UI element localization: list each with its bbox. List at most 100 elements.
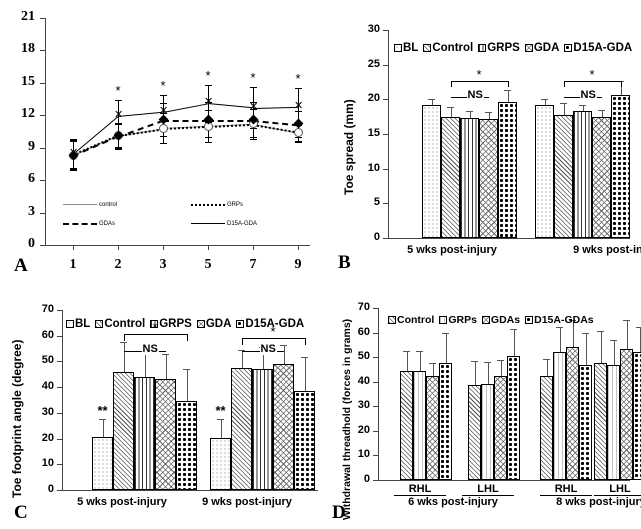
plotB-y-tick — [383, 238, 388, 239]
plotD-error-bar — [432, 362, 434, 377]
panel-a-error-bar-d15a-gda — [70, 169, 77, 171]
panel-a-marker-gdas — [293, 118, 303, 129]
plotD-error-bar — [474, 360, 476, 386]
panel-a-y-tick-label: 0 — [28, 236, 35, 251]
plotD-error-bar — [626, 320, 628, 349]
plotC-error-cap — [162, 354, 169, 356]
plotD-y-tick-label: 0 — [363, 473, 370, 485]
plotB-error-cap — [485, 111, 492, 113]
plotB-bar — [554, 114, 573, 238]
plotC-double-star: ** — [215, 403, 226, 419]
panel-a-error-bar-gdas — [160, 135, 167, 137]
panel-a-line-segment — [207, 123, 254, 129]
panel-a-y-tick — [40, 212, 45, 214]
panel-a-x-tick — [163, 245, 164, 250]
plotD-bar — [540, 376, 553, 480]
plotC-error-cap — [280, 344, 287, 346]
panel-d-letter: D — [332, 502, 346, 523]
plotB-y-tick-label: 15 — [367, 127, 380, 139]
panel-a-error-bar-d15a-gda — [118, 100, 119, 133]
plotD-bar — [439, 362, 452, 480]
plotD-x-group-label: RHL — [394, 483, 446, 496]
panel-a-x-tick-label: 7 — [249, 257, 257, 272]
panel-a-x-tick-label: 1 — [69, 257, 77, 272]
plotB-legend-label: GDA — [533, 42, 560, 54]
plotD-bar — [607, 365, 620, 480]
panel-c: C Toe footprint angle (degree) 0 10 20 30 40… — [0, 280, 330, 529]
plotD-error-bar — [600, 331, 602, 364]
plotD-bar — [468, 385, 481, 480]
plotB-x-axis — [388, 238, 630, 240]
plotC-y-tick — [57, 310, 62, 311]
plotB-y-tick — [383, 64, 388, 66]
plotB-y-tick-label: 10 — [367, 161, 380, 174]
plotC-bar — [113, 371, 134, 490]
plotD-x-group-label: 6 wks post-injury — [408, 496, 498, 508]
plotB-error-cap — [466, 111, 473, 113]
plotD-bar — [633, 351, 641, 480]
panel-a-x-tick — [208, 245, 209, 250]
plotD-error-bar — [639, 327, 641, 352]
panel-a-error-bar-grps — [160, 143, 167, 145]
plotD-bar — [553, 351, 566, 480]
panel-a-marker-d15a: ✕ — [249, 100, 259, 113]
plotC-y-axis — [62, 310, 64, 491]
plotB-legend-label: BL — [403, 42, 419, 54]
panel-a-error-bar-gdas — [295, 136, 302, 138]
plotD-bar — [481, 383, 494, 480]
plotD-error-cap — [403, 351, 410, 353]
plotC-error-cap — [183, 369, 190, 371]
plotC-legend-label: GDA — [205, 318, 232, 330]
plotC-sig-bar — [241, 338, 305, 340]
panel-a-y-axis — [45, 18, 47, 246]
panel-a-legend-swatch — [191, 203, 225, 206]
plotB-error-bar — [544, 99, 546, 105]
plotD-y-tick-label: 70 — [357, 301, 370, 313]
panel-a-legend-item-gdas: GDAs — [63, 221, 115, 228]
plotC-error-cap — [238, 349, 245, 351]
plotB-legend-swatch — [564, 44, 573, 52]
plotB-x-group-label: 5 wks post-injury — [407, 244, 497, 256]
panel-a-y-tick — [40, 245, 45, 246]
plotC-significance-star: * — [152, 320, 158, 336]
plotC-error-bar — [186, 369, 188, 402]
panel-a-plot: 0 3 6 9 12 15 18 21 1 2 3 5 7 9 ✕ ✕ ✕ ✕ ✕ ✕ * * * * * control GRPs… — [0, 0, 330, 280]
panel-a-y-tick — [40, 18, 45, 19]
plotD-y-tick — [373, 357, 378, 359]
plotB-legend-swatch — [423, 44, 432, 52]
plotB-bar — [479, 119, 498, 238]
panel-a-line-segment — [72, 116, 119, 156]
panel-a-legend-label: D15A-GDA — [227, 220, 258, 227]
panel-a-error-bar-control — [295, 142, 302, 144]
plotC-bar — [210, 437, 231, 490]
panel-a-x-tick-label: 2 — [114, 257, 122, 272]
plotD-bar — [494, 376, 507, 480]
panel-a-error-bar-gdas — [205, 136, 212, 138]
plotD-y-tick — [373, 332, 378, 334]
plotC-bar — [294, 391, 315, 490]
plotD-error-bar — [585, 332, 587, 365]
plotC-legend-swatch — [236, 320, 245, 328]
plotB-y-tick — [383, 203, 388, 205]
plotC-legend-item-grps: GRPS — [150, 318, 192, 330]
panel-a-error-bar-d15a-gda — [70, 139, 77, 141]
panel-a-x-tick-label: 9 — [294, 257, 302, 272]
plotD-bar — [566, 347, 579, 480]
plotB-y-tick — [383, 134, 388, 135]
plotB-x-group-label: 9 wks post-injury — [573, 244, 641, 256]
plotD-error-bar — [513, 329, 515, 357]
plotD-y-tick — [373, 406, 378, 408]
plotD-error-cap — [623, 320, 630, 322]
plotD-error-cap — [497, 360, 504, 362]
plotB-bar — [573, 111, 592, 238]
plotC-x-group-label: 5 wks post-injury — [77, 496, 167, 508]
panel-a-error-bar-grps — [250, 139, 257, 141]
plotC-sig-leg — [186, 334, 188, 342]
panel-a-y-tick — [40, 147, 45, 149]
plotC-legend-swatch — [95, 320, 104, 328]
panel-a-letter: A — [14, 255, 28, 276]
plotD-y-tick — [373, 381, 378, 383]
plotB-ns-label: NS — [466, 89, 484, 102]
panel-a-legend-item-control: control — [63, 202, 117, 209]
